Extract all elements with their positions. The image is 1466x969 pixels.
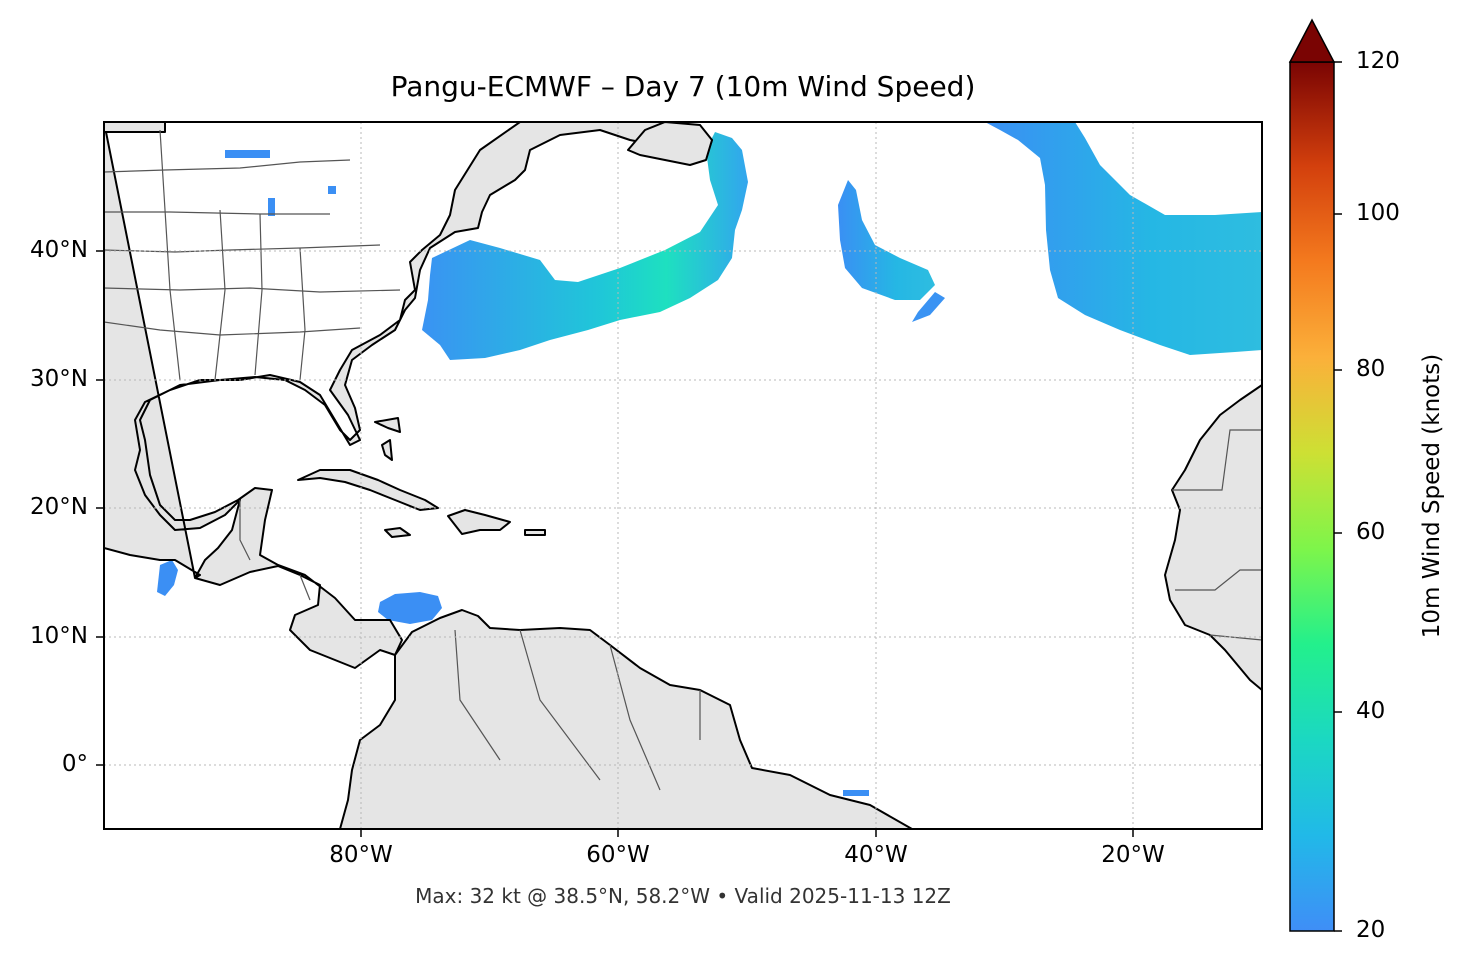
wind-speed-field [157,122,1262,796]
cuba [297,469,439,511]
colorbar-tick-40: 40 [1356,698,1386,724]
lat-tick-30n: 30°N [30,366,88,392]
colorbar-gradient [1289,61,1335,932]
hispaniola [447,509,511,535]
colorbar-tick-20: 20 [1356,917,1386,943]
wind-patch-caribbean [378,592,442,624]
land [104,122,1262,829]
lat-tick-0: 0° [61,751,88,777]
wind-patch-great-lakes-2 [225,150,270,158]
map-title: Pangu-ECMWF – Day 7 (10m Wind Speed) [390,70,976,103]
colorbar-extend-arrow [1288,18,1336,63]
lat-tick-20n: 20°N [30,494,88,520]
lon-tick-40w: 40°W [844,842,908,868]
lat-tick-40n: 40°N [30,237,88,263]
jamaica [384,527,411,538]
wind-patch-amazon [843,790,869,796]
lon-tick-80w: 80°W [329,842,393,868]
wind-patch-pacific [157,560,178,596]
north-america [104,122,713,669]
greenland-tip [104,122,166,133]
colorbar-tick-120: 120 [1356,48,1400,74]
wind-band-central-atlantic [838,180,935,300]
south-america [339,609,913,829]
colorbar-tick-100: 100 [1356,200,1400,226]
political-borders [104,129,1262,791]
lon-tick-60w: 60°W [586,842,650,868]
graticule [104,122,1262,829]
wind-patch-great-lakes-1 [268,198,275,216]
axis-tick-marks [96,250,1134,837]
map-area [104,122,1262,829]
colorbar-tick-80: 80 [1356,356,1386,382]
wind-patch-lake-3 [328,186,336,194]
newfoundland [627,122,713,166]
bahamas [374,417,401,461]
puerto-rico [524,529,546,536]
africa [1164,384,1262,691]
colorbar-label: 10m Wind Speed (knots) [1419,353,1445,639]
lon-tick-20w: 20°W [1101,842,1165,868]
lat-tick-10n: 10°N [30,623,88,649]
map-frame [103,121,1263,830]
wind-band-northeast-atlantic [985,122,1262,355]
colorbar-tick-60: 60 [1356,519,1386,545]
colorbar [1288,18,1342,932]
wind-patch-small [912,292,945,322]
wind-band-northwest-atlantic [422,132,748,360]
max-valid-caption: Max: 32 kt @ 38.5°N, 58.2°W • Valid 2025… [415,884,951,908]
